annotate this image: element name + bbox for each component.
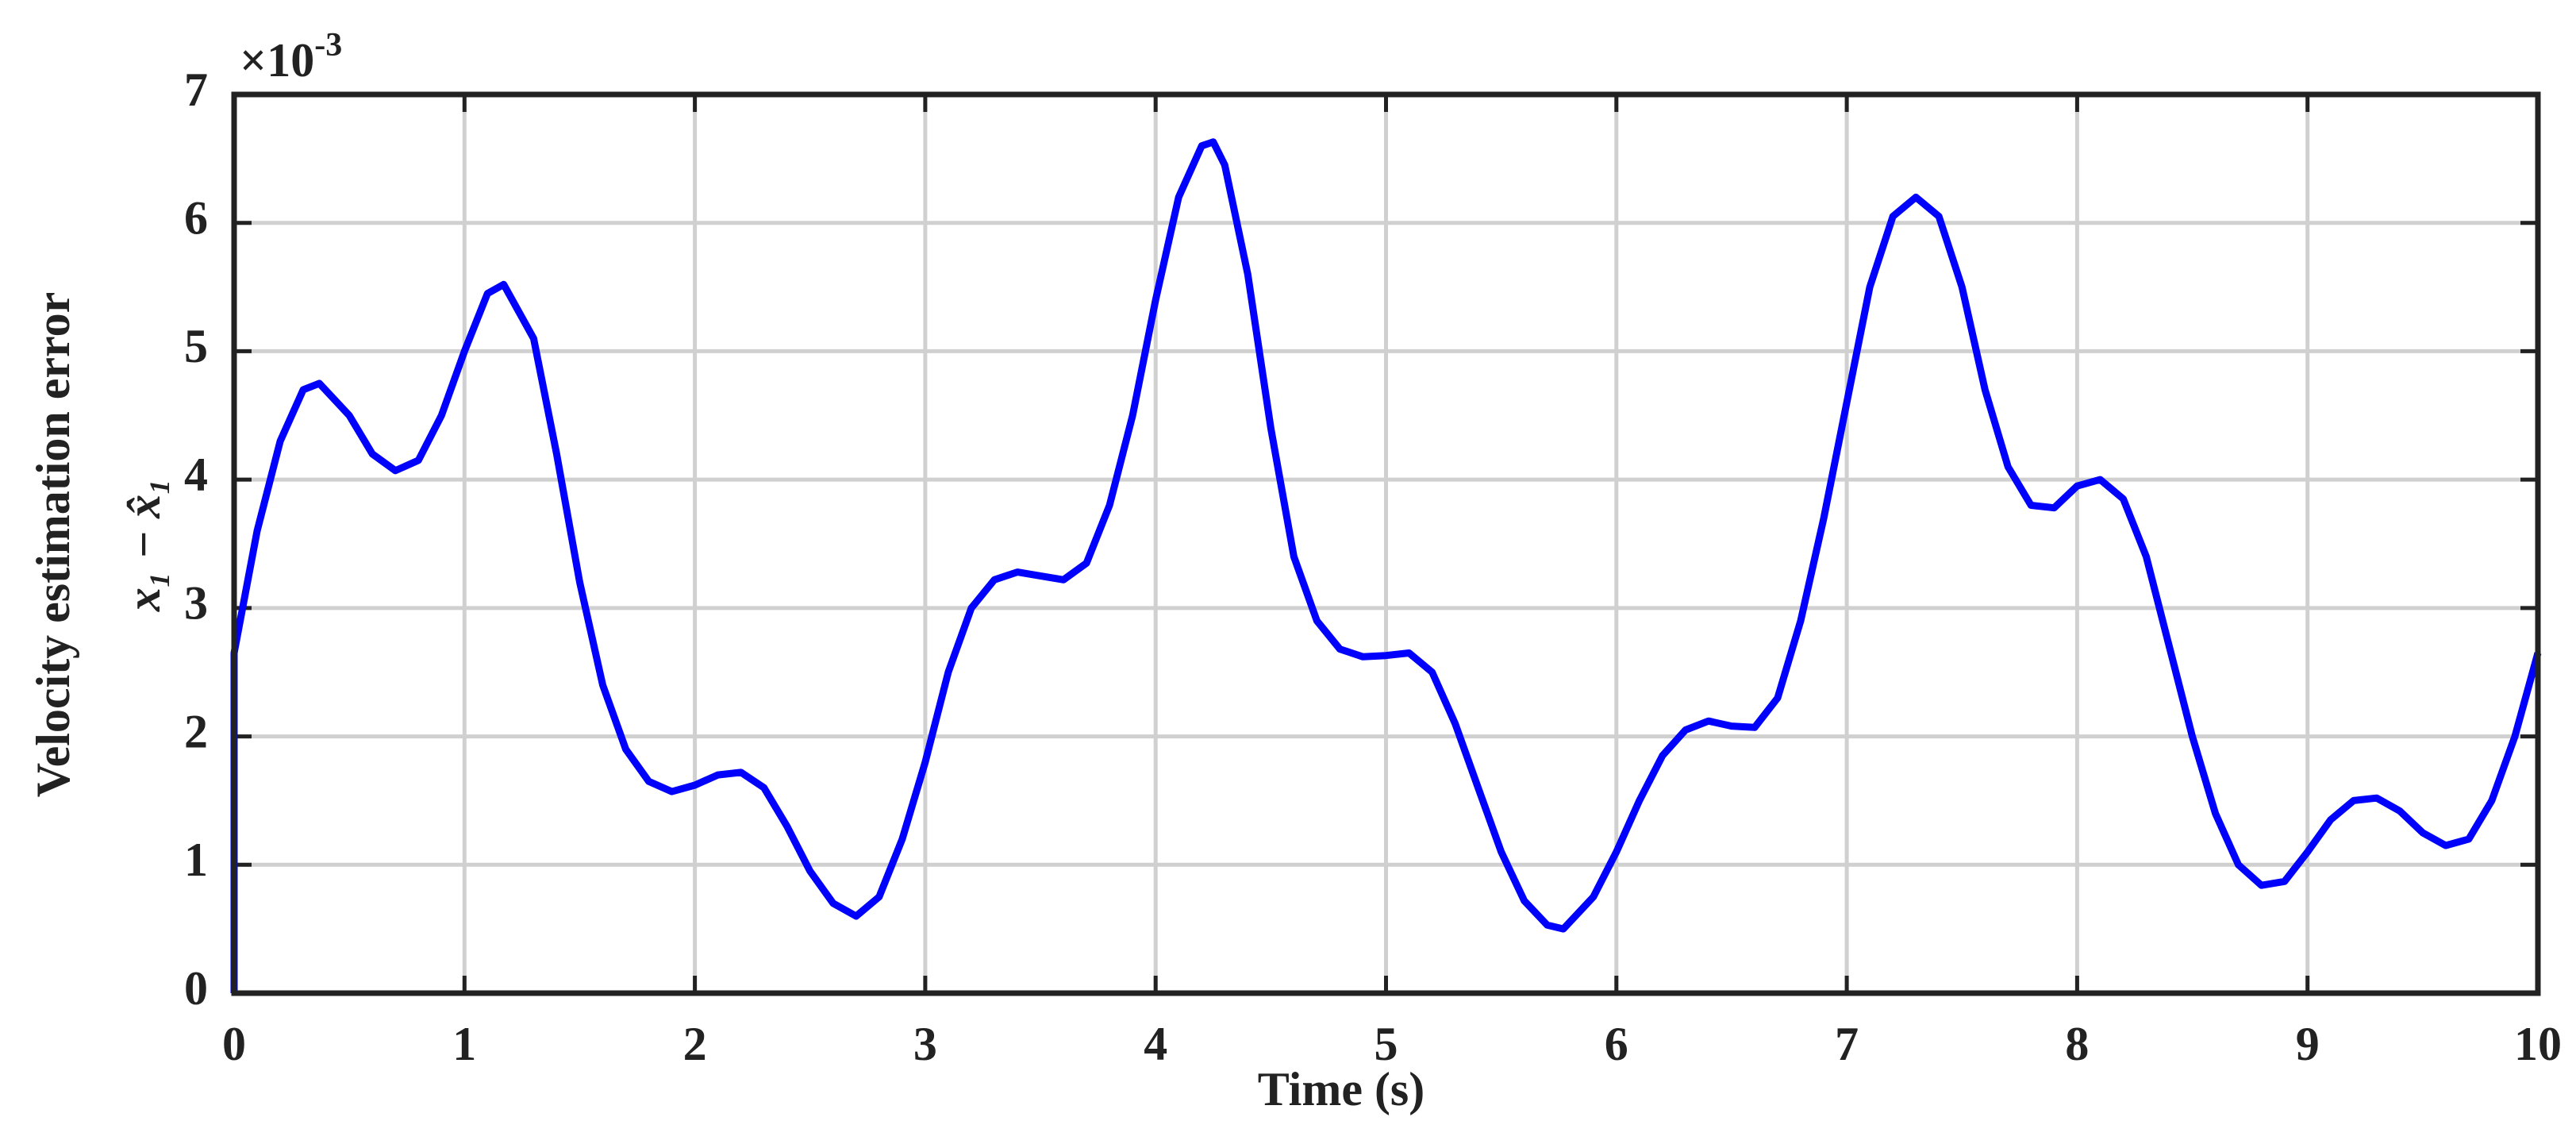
x-tick-label: 3: [913, 1018, 937, 1070]
y-axis-label: Velocity estimation error: [27, 292, 79, 797]
x-tick-label: 8: [2065, 1018, 2089, 1070]
y-exponent: -3: [314, 27, 342, 64]
y-tick-label: 5: [184, 320, 208, 372]
y-tick-label: 6: [184, 191, 208, 244]
y-tick-label: 4: [184, 449, 208, 501]
y-axis-multiplier: ×10-3: [240, 27, 342, 87]
y-tick-label: 1: [184, 834, 208, 886]
y-tick-label: 3: [184, 577, 208, 630]
x-tick-label: 7: [1835, 1018, 1859, 1070]
y-tick-label: 7: [184, 64, 208, 116]
x-tick-label: 0: [222, 1018, 246, 1070]
x-tick-label: 10: [2514, 1018, 2562, 1070]
data-line: [230, 138, 2542, 993]
x-tick-label: 6: [1605, 1018, 1628, 1070]
x-tick-label: 1: [452, 1018, 476, 1070]
y-tick-label: 0: [184, 962, 208, 1015]
x-tick-label: 4: [1144, 1018, 1167, 1070]
plot-frame: [231, 91, 2541, 996]
x-tick-label: 9: [2296, 1018, 2320, 1070]
x-tick-label: 5: [1375, 1018, 1398, 1070]
y-axis-label-formula: x₁ − x̂₁: [117, 478, 170, 612]
x-tick-label: 2: [683, 1018, 707, 1070]
x-axis-label: Time (s): [1258, 1063, 1425, 1115]
y-multiplier: ×10: [240, 34, 314, 87]
y-tick-label: 2: [184, 705, 208, 757]
